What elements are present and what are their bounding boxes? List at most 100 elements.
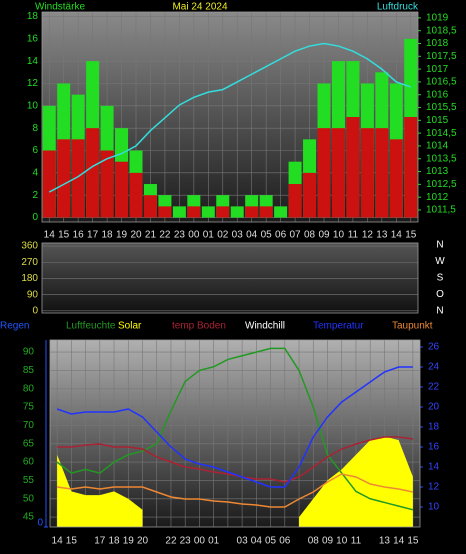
y-tick-label: 18 [27, 11, 39, 22]
legend-label: Regen [0, 321, 29, 332]
bar [230, 206, 244, 218]
y2-tick-label: 1016,5 [426, 77, 457, 88]
y-axis-label: Windstärke [35, 2, 85, 13]
bar [259, 206, 273, 218]
legend-label: Temperatur [313, 321, 364, 332]
y2-tick-label: 22 [428, 382, 440, 393]
line [57, 436, 413, 483]
x-tick-label: 11 [348, 230, 359, 241]
x-tick-label: 02 [217, 230, 229, 241]
chart-title: Mai 24 2024 [172, 2, 227, 13]
legend-label: Taupunkt [392, 321, 433, 332]
direction-label: W [435, 256, 445, 267]
y-tick-label: 6 [32, 145, 38, 156]
x-tick-label: 00 [194, 536, 206, 547]
x-tick-label: 19 [123, 536, 135, 547]
x-tick-label: 19 [116, 230, 128, 241]
bar [346, 117, 360, 218]
y-tick-label: 0 [32, 305, 38, 316]
y-tick-label: 90 [23, 347, 35, 358]
bar [201, 206, 215, 218]
y-tick-label: 45 [23, 512, 35, 523]
plot-frame [41, 242, 419, 314]
plot-frame [41, 11, 419, 223]
y2-tick-label: 1011,5 [426, 205, 456, 216]
bar [288, 184, 302, 218]
y-tick-label: 70 [23, 420, 35, 431]
x-tick-label: 20 [130, 230, 142, 241]
y2-tick-label: 1013 [426, 166, 449, 177]
y-tick-label: 0 [32, 212, 38, 223]
line [48, 42, 412, 193]
x-tick-label: 03 [232, 230, 244, 241]
x-tick-label: 22 [159, 230, 171, 241]
y-tick-label: 75 [23, 402, 35, 413]
legend-label: Windchill [245, 321, 285, 332]
x-tick-label: 16 [73, 230, 85, 241]
y-tick-label: 180 [21, 273, 38, 284]
y2-axis-label: Luftdruck [377, 2, 419, 13]
y-tick-label: 60 [23, 457, 35, 468]
bar [57, 139, 71, 218]
y-tick-label: 360 [21, 241, 38, 252]
legend-label: temp Boden [172, 321, 226, 332]
bar [375, 128, 389, 218]
y-tick-label: 55 [23, 475, 35, 486]
y-tick-label: 90 [27, 289, 39, 300]
bar [404, 117, 418, 218]
bar [187, 206, 201, 218]
x-tick-label: 09 [322, 536, 334, 547]
y2-tick-label: 1018,5 [426, 25, 457, 36]
x-tick-label: 05 [265, 536, 277, 547]
bar [331, 128, 345, 218]
y-tick-label: 8 [32, 123, 38, 134]
bar [389, 139, 403, 218]
x-tick-label: 08 [308, 536, 320, 547]
area [299, 436, 413, 527]
bar [172, 206, 186, 218]
x-tick-label: 22 [165, 536, 177, 547]
rain-tick-label: 0 [37, 518, 43, 529]
x-tick-label: 05 [261, 230, 273, 241]
y2-tick-label: 12 [428, 482, 440, 493]
y-tick-label: 2 [32, 190, 38, 201]
y2-tick-label: 16 [428, 442, 440, 453]
y2-tick-label: 1015 [426, 115, 449, 126]
legend-label: Luftfeuchte [66, 321, 116, 332]
legend-label: Solar [118, 321, 142, 332]
y-tick-label: 14 [27, 56, 39, 67]
y-tick-label: 65 [23, 438, 35, 449]
x-tick-label: 21 [145, 230, 157, 241]
x-tick-label: 11 [351, 536, 362, 547]
plot-frame [49, 339, 421, 528]
x-tick-label: 06 [275, 230, 287, 241]
bar [129, 172, 143, 218]
bar [100, 150, 114, 218]
y2-tick-label: 1017 [426, 64, 449, 75]
bar [216, 206, 230, 218]
y2-tick-label: 1017,5 [426, 51, 457, 62]
area [57, 454, 143, 527]
x-tick-label: 18 [102, 230, 114, 241]
y-tick-label: 80 [23, 383, 35, 394]
x-tick-label: 01 [203, 230, 215, 241]
x-tick-label: 17 [94, 536, 106, 547]
bar [274, 206, 288, 218]
y2-tick-label: 1013,5 [426, 153, 457, 164]
x-tick-label: 13 [379, 536, 391, 547]
x-tick-label: 23 [174, 230, 186, 241]
x-tick-label: 00 [188, 230, 200, 241]
y-tick-label: 16 [27, 33, 39, 44]
x-tick-label: 20 [137, 536, 149, 547]
y2-tick-label: 1018 [426, 38, 449, 49]
y2-tick-label: 26 [428, 342, 440, 353]
line [56, 366, 413, 488]
direction-label: N [436, 240, 443, 251]
bar [42, 150, 56, 218]
y2-tick-label: 14 [428, 462, 440, 473]
x-tick-label: 14 [52, 536, 64, 547]
y2-tick-label: 1012,5 [426, 179, 457, 190]
x-tick-label: 04 [246, 230, 258, 241]
